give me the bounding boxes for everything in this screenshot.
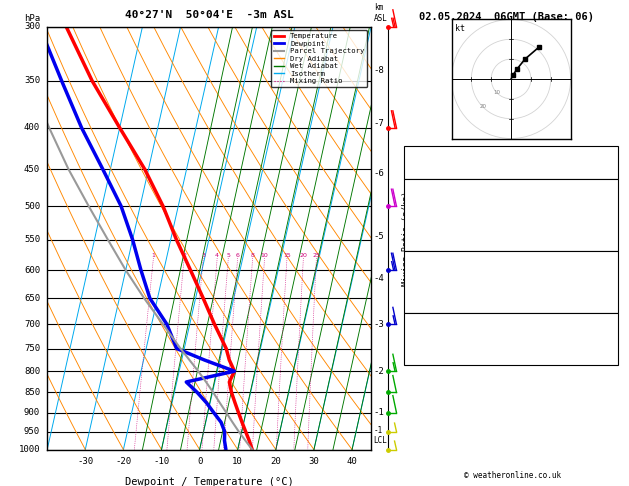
Text: 10: 10 [494, 90, 501, 95]
Text: 305: 305 [598, 271, 615, 279]
Text: 400: 400 [24, 123, 40, 132]
Text: Most Unstable: Most Unstable [476, 251, 547, 260]
Text: 40°27'N  50°04'E  -3m ASL: 40°27'N 50°04'E -3m ASL [125, 10, 294, 20]
Text: Dewp (°C): Dewp (°C) [408, 199, 457, 208]
Text: Hodograph: Hodograph [487, 313, 535, 322]
Text: -6: -6 [374, 169, 384, 177]
Text: θₑ(K): θₑ(K) [408, 208, 435, 217]
Text: 800: 800 [24, 366, 40, 376]
Text: 15: 15 [283, 253, 291, 258]
Text: 6: 6 [236, 253, 240, 258]
Text: 10: 10 [232, 457, 243, 466]
Text: 700: 700 [24, 320, 40, 329]
Text: K: K [408, 146, 414, 155]
Text: 296°: 296° [593, 343, 615, 351]
Text: 7: 7 [609, 146, 615, 155]
Text: Pressure (mb): Pressure (mb) [408, 261, 478, 270]
Text: 0: 0 [609, 228, 615, 237]
Text: Surface: Surface [493, 179, 530, 188]
Text: 0: 0 [609, 300, 615, 309]
Text: 1.74: 1.74 [593, 166, 615, 174]
Text: Temp (°C): Temp (°C) [408, 189, 457, 198]
Text: 20: 20 [270, 457, 281, 466]
Text: 40: 40 [347, 457, 357, 466]
Text: 13.8: 13.8 [593, 189, 615, 198]
Text: 600: 600 [24, 266, 40, 275]
Text: Lifted Index: Lifted Index [408, 218, 473, 227]
Text: 750: 750 [24, 344, 40, 353]
Text: 500: 500 [24, 202, 40, 210]
Legend: Temperature, Dewpoint, Parcel Trajectory, Dry Adiabat, Wet Adiabat, Isotherm, Mi: Temperature, Dewpoint, Parcel Trajectory… [270, 30, 367, 87]
Text: -20: -20 [115, 457, 131, 466]
Text: © weatheronline.co.uk: © weatheronline.co.uk [464, 471, 561, 480]
Text: 2: 2 [182, 253, 186, 258]
Text: 10: 10 [260, 253, 269, 258]
Text: -34: -34 [598, 333, 615, 342]
Text: 20: 20 [480, 104, 487, 109]
Text: -7: -7 [374, 119, 384, 128]
Text: kt: kt [455, 24, 465, 33]
Text: 0: 0 [197, 457, 203, 466]
Text: 850: 850 [24, 388, 40, 397]
Text: 650: 650 [24, 294, 40, 303]
Text: Lifted Index: Lifted Index [408, 280, 473, 289]
Text: CIN (J): CIN (J) [408, 238, 446, 246]
Text: PW (cm): PW (cm) [408, 166, 446, 174]
Text: 1000: 1000 [18, 445, 40, 454]
Text: 8: 8 [609, 280, 615, 289]
Text: 14: 14 [604, 352, 615, 361]
Text: 20: 20 [299, 253, 308, 258]
Text: CAPE (J): CAPE (J) [408, 228, 451, 237]
Text: km
ASL: km ASL [374, 3, 387, 22]
Text: 25: 25 [313, 253, 320, 258]
Text: 950: 950 [24, 427, 40, 436]
Text: 550: 550 [24, 235, 40, 244]
Text: -4: -4 [374, 274, 384, 283]
Text: 450: 450 [24, 165, 40, 174]
Text: StmSpd (kt): StmSpd (kt) [408, 352, 467, 361]
Text: Totals Totals: Totals Totals [408, 156, 478, 165]
Text: 10: 10 [604, 218, 615, 227]
Text: 30: 30 [309, 457, 320, 466]
Text: 3: 3 [201, 253, 205, 258]
Text: 38: 38 [604, 156, 615, 165]
Text: EH: EH [408, 323, 419, 332]
Text: -8: -8 [374, 66, 384, 75]
Text: -3: -3 [604, 323, 615, 332]
Text: -30: -30 [77, 457, 93, 466]
Text: 02.05.2024  06GMT (Base: 06): 02.05.2024 06GMT (Base: 06) [419, 12, 594, 22]
Text: 4: 4 [215, 253, 219, 258]
Text: Mixing Ratio (g/kg): Mixing Ratio (g/kg) [402, 191, 411, 286]
Text: -2: -2 [374, 366, 384, 376]
Text: -1
LCL: -1 LCL [374, 426, 387, 445]
Text: -1: -1 [374, 408, 384, 417]
Text: 800: 800 [598, 261, 615, 270]
Text: 5: 5 [226, 253, 230, 258]
Text: 0: 0 [609, 238, 615, 246]
Text: 350: 350 [24, 76, 40, 86]
Text: 1: 1 [152, 253, 155, 258]
Text: 300: 300 [24, 22, 40, 31]
Text: Dewpoint / Temperature (°C): Dewpoint / Temperature (°C) [125, 477, 294, 486]
Text: -3: -3 [374, 320, 384, 329]
Text: -5: -5 [374, 232, 384, 241]
Text: StmDir: StmDir [408, 343, 440, 351]
Text: CIN (J): CIN (J) [408, 300, 446, 309]
Text: CAPE (J): CAPE (J) [408, 290, 451, 299]
Text: 8: 8 [251, 253, 255, 258]
Text: 6.9: 6.9 [598, 199, 615, 208]
Text: -10: -10 [153, 457, 170, 466]
Text: 0: 0 [609, 290, 615, 299]
Text: hPa: hPa [24, 14, 40, 22]
Text: 302: 302 [598, 208, 615, 217]
Text: 900: 900 [24, 408, 40, 417]
Text: θₑ (K): θₑ (K) [408, 271, 440, 279]
Text: SREH: SREH [408, 333, 430, 342]
